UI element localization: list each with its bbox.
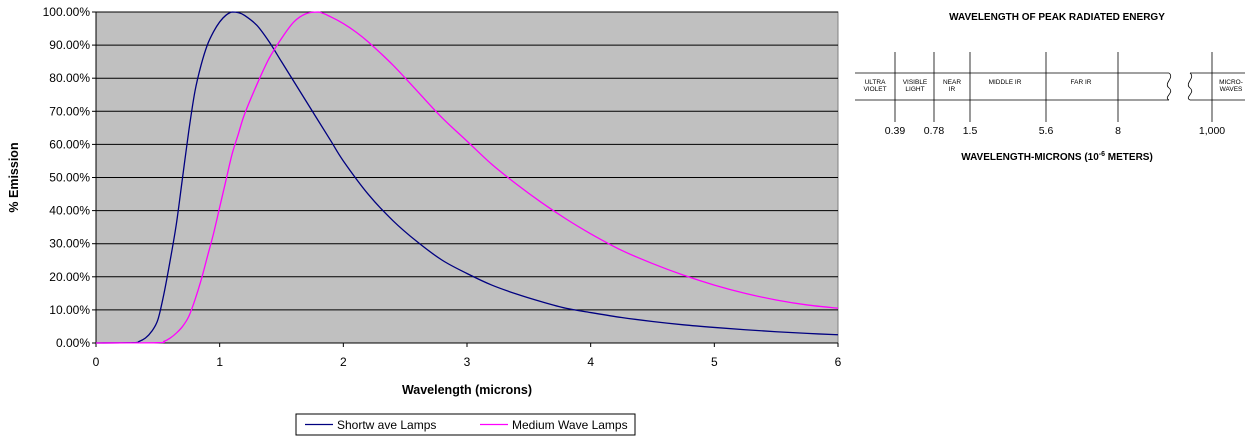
series-lines (95, 11, 839, 344)
legend-medium-wave-label: Medium Wave Lamps (512, 418, 628, 432)
band-microwaves-line1: MICRO- (1219, 79, 1243, 86)
band-far-ir: FAR IR (1071, 79, 1092, 86)
x-axis-ticks: 0 1 2 3 4 5 6 (93, 12, 842, 369)
legend-shortwave-label: Shortw ave Lamps (337, 418, 436, 432)
spectrum-axis-exponent: -6 (1099, 151, 1105, 158)
band-ultraviolet-line1: ULTRA (865, 79, 886, 86)
band-ultraviolet-line2: VIOLET (863, 86, 886, 93)
spectrum-diagram: WAVELENGTH OF PEAK RADIATED ENERGY ULTRA… (855, 12, 1245, 163)
y-tick-label: 90.00% (49, 38, 90, 52)
x-tick-label: 3 (464, 355, 471, 369)
shortwave-lamps-line (95, 11, 839, 344)
y-axis-ticks: 0.00% 10.00% 20.00% 30.00% 40.00% 50.00% 60.00… (43, 5, 96, 350)
y-tick-label: 80.00% (49, 71, 90, 85)
spectrum-bar (855, 52, 1245, 122)
spectrum-axis-label-main: WAVELENGTH-MICRONS (10 (961, 152, 1099, 163)
x-axis-title: Wavelength (microns) (402, 383, 532, 397)
spectrum-axis-label: WAVELENGTH-MICRONS (10-6 METERS) (961, 151, 1153, 163)
spectrum-axis-suffix: METERS) (1105, 152, 1153, 163)
y-tick-label: 20.00% (49, 270, 90, 284)
y-tick-label: 0.00% (56, 336, 90, 350)
y-tick-label: 30.00% (49, 237, 90, 251)
x-tick-label: 2 (340, 355, 347, 369)
band-near-ir-line2: IR (949, 86, 956, 93)
spectrum-title: WAVELENGTH OF PEAK RADIATED ENERGY (949, 12, 1165, 23)
boundary-0-39: 0.39 (885, 125, 906, 137)
y-tick-label: 60.00% (49, 137, 90, 151)
band-microwaves-line2: WAVES (1220, 86, 1243, 93)
x-tick-label: 1 (216, 355, 223, 369)
legend-box (295, 413, 636, 436)
x-tick-label: 4 (587, 355, 594, 369)
y-tick-label: 50.00% (49, 171, 90, 185)
band-visible-line1: VISIBLE (903, 79, 928, 86)
legend: Shortw ave Lamps Medium Wave Lamps (295, 413, 636, 436)
y-tick-label: 70.00% (49, 104, 90, 118)
band-visible-line2: LIGHT (905, 86, 924, 93)
boundary-5-6: 5.6 (1039, 125, 1054, 137)
boundary-1000: 1,000 (1199, 125, 1225, 137)
y-tick-label: 10.00% (49, 303, 90, 317)
boundary-0-78: 0.78 (924, 125, 945, 137)
x-tick-label: 6 (835, 355, 842, 369)
y-tick-label: 40.00% (49, 204, 90, 218)
boundary-1-5: 1.5 (963, 125, 978, 137)
boundary-8: 8 (1115, 125, 1121, 137)
y-tick-label: 100.00% (43, 5, 91, 19)
band-near-ir-line1: NEAR (943, 79, 961, 86)
x-tick-label: 0 (93, 355, 100, 369)
y-axis-title: % Emission (7, 142, 21, 212)
x-tick-label: 5 (711, 355, 718, 369)
medium-wave-lamps-line (95, 11, 839, 344)
band-middle-ir: MIDDLE IR (989, 79, 1022, 86)
